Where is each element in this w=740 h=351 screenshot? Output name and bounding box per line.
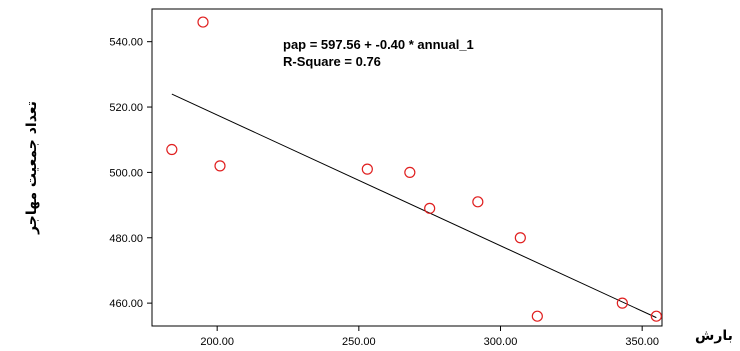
y-tick-label: 500.00 [109, 167, 143, 179]
data-point [514, 232, 526, 244]
x-axis: 200.00 250.00 300.00 350.00 [200, 326, 659, 348]
data-point [197, 16, 209, 28]
data-point [214, 160, 226, 172]
y-tick-label: 460.00 [109, 298, 143, 310]
regression-line [171, 93, 657, 319]
y-tick-label: 520.00 [109, 102, 143, 114]
data-point [472, 196, 484, 208]
x-tick-label: 250.00 [342, 336, 376, 348]
x-tick-label: 350.00 [625, 336, 659, 348]
x-tick-label: 200.00 [200, 336, 234, 348]
regression-equation: pap = 597.56 + -0.40 * annual_1 [283, 37, 474, 52]
data-point [361, 163, 373, 175]
data-point [531, 310, 543, 322]
y-tick-label: 540.00 [109, 37, 143, 49]
data-point [650, 310, 662, 322]
data-point [166, 143, 178, 156]
y-axis: 460.00 480.00 500.00 520.00 540.00 [109, 37, 152, 310]
y-tick-label: 480.00 [109, 233, 143, 245]
plot-frame [151, 8, 663, 327]
r-square-label: R-Square = 0.76 [283, 54, 381, 69]
x-tick-label: 300.00 [484, 336, 518, 348]
data-point [616, 297, 628, 309]
y-axis-title: تعداد جمعیت مهاجر [24, 101, 40, 235]
data-points [166, 16, 662, 322]
data-point [404, 166, 416, 179]
x-axis-title: بارش [695, 328, 733, 344]
data-point [424, 202, 436, 214]
